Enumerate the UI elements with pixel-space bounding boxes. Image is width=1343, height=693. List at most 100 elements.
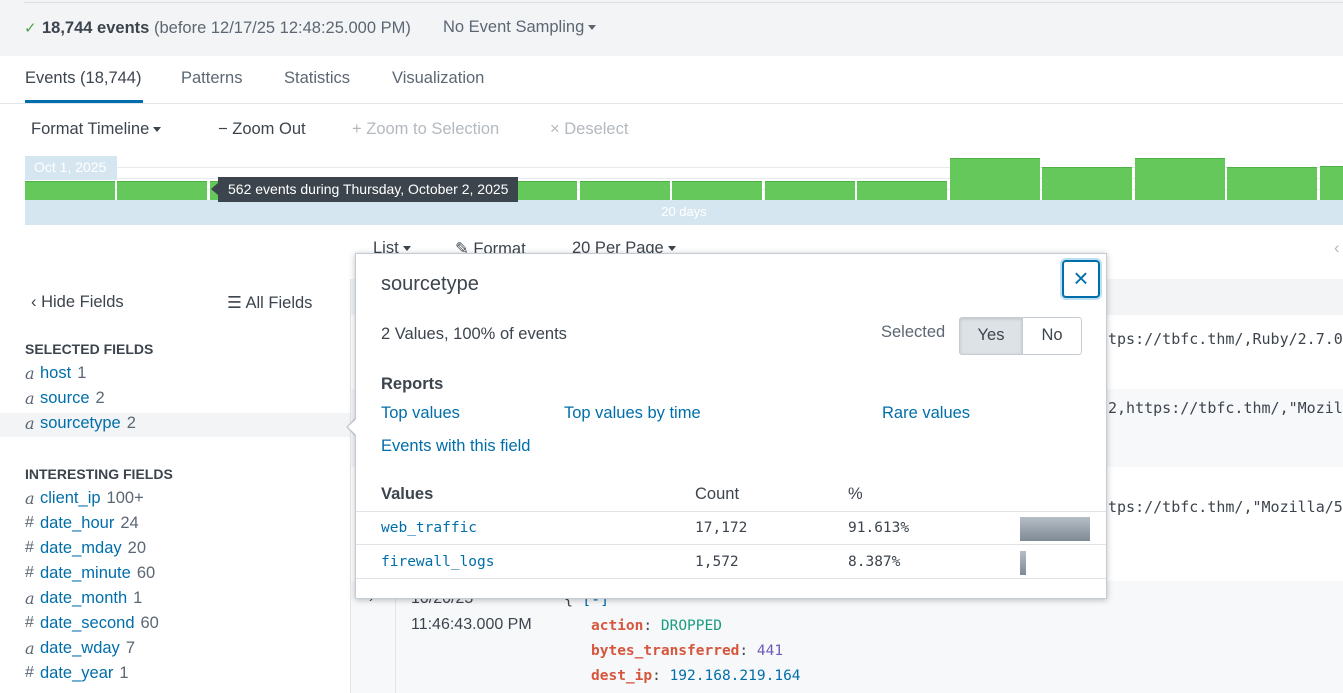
table-header-divider — [356, 511, 1106, 512]
json-value[interactable]: DROPPED — [660, 618, 722, 634]
timeline-bar[interactable] — [950, 158, 1040, 200]
field-item-date-year[interactable]: # date_year 1 — [0, 663, 350, 687]
event-time: 11:46:43.000 PM — [411, 616, 532, 633]
field-item-date-month[interactable]: a date_month 1 — [0, 588, 350, 612]
event-raw-text: tps://tbfc.thm/,"Mozilla/5. — [1108, 498, 1343, 516]
interesting-fields-title: INTERESTING FIELDS — [25, 466, 173, 482]
field-item-date-hour[interactable]: # date_hour 24 — [0, 513, 350, 537]
field-distinct-count: 60 — [136, 564, 156, 582]
events-with-field-link[interactable]: Events with this field — [381, 437, 531, 455]
format-timeline-label: Format Timeline — [31, 120, 150, 138]
field-name: source 2 — [40, 389, 105, 408]
string-type-icon: a — [25, 389, 35, 408]
value-row[interactable]: web_traffic 17,172 91.613% — [356, 512, 1106, 545]
field-name-text: date_wday — [40, 639, 120, 657]
chevron-down-icon — [153, 127, 162, 133]
json-value[interactable]: 441 — [756, 643, 784, 659]
value-count: 17,172 — [695, 520, 748, 536]
field-item-date-mday[interactable]: # date_mday 20 — [0, 538, 350, 562]
search-bar-edge — [24, 0, 1343, 3]
value-count: 1,572 — [695, 554, 739, 570]
timeline-gridline — [25, 178, 1343, 179]
tab-events[interactable]: Events (18,744) — [25, 69, 142, 87]
chevron-down-icon — [667, 246, 676, 252]
zoom-to-selection-button[interactable]: + Zoom to Selection — [352, 120, 499, 139]
field-name-text: source — [40, 389, 90, 407]
popup-title: sourcetype — [381, 273, 479, 295]
timeline-bar[interactable] — [1042, 167, 1132, 200]
list-view-label: List — [373, 239, 399, 257]
json-field: action: DROPPED — [591, 618, 722, 634]
event-sampling-dropdown[interactable]: No Event Sampling — [443, 18, 597, 37]
value-row[interactable]: firewall_logs 1,572 8.387% — [356, 546, 1106, 579]
per-page-dropdown[interactable]: 20 Per Page — [572, 239, 676, 258]
field-item-date-second[interactable]: # date_second 60 — [0, 613, 350, 637]
field-item-source[interactable]: a source 2 — [0, 388, 350, 412]
timeline-bar[interactable] — [1135, 158, 1225, 200]
value-link[interactable]: firewall_logs — [381, 554, 495, 570]
chevron-left-icon: ‹ — [31, 293, 37, 311]
field-distinct-count: 1 — [77, 364, 87, 382]
event-count: 18,744 events — [42, 19, 150, 37]
selected-yes-button[interactable]: Yes — [959, 317, 1023, 355]
minus-icon: − — [218, 120, 228, 138]
field-name: date_mday 20 — [40, 539, 146, 558]
timeline-bar[interactable] — [1320, 166, 1343, 200]
field-item-date-minute[interactable]: # date_minute 60 — [0, 563, 350, 587]
x-icon: × — [550, 120, 560, 138]
popup-pointer-fill — [348, 419, 356, 435]
top-values-by-time-link[interactable]: Top values by time — [564, 404, 701, 422]
zoom-to-selection-label: Zoom to Selection — [366, 120, 500, 138]
string-type-icon: a — [25, 364, 35, 383]
all-fields-button[interactable]: ☰ All Fields — [227, 293, 312, 313]
timeline-date-label: Oct 1, 2025 — [25, 156, 117, 180]
timeline-bar[interactable] — [25, 181, 115, 200]
tab-statistics[interactable]: Statistics — [284, 69, 351, 87]
hide-fields-button[interactable]: ‹ Hide Fields — [31, 293, 124, 312]
field-name: date_year 1 — [40, 664, 129, 683]
field-distinct-count: 100+ — [106, 489, 144, 507]
field-distinct-count: 2 — [126, 414, 136, 432]
rare-values-link[interactable]: Rare values — [882, 404, 971, 422]
field-name: date_wday 7 — [40, 639, 135, 658]
top-values-link[interactable]: Top values — [381, 404, 460, 422]
deselect-button[interactable]: × Deselect — [550, 120, 628, 139]
value-percent: 91.613% — [848, 520, 910, 536]
field-item-sourcetype[interactable]: a sourcetype 2 — [0, 413, 350, 437]
field-distinct-count: 60 — [140, 614, 159, 632]
field-item-host[interactable]: a host 1 — [0, 363, 350, 387]
json-key: bytes_transferred — [591, 643, 740, 659]
zoom-out-label: Zoom Out — [232, 120, 306, 138]
numeric-type-icon: # — [25, 664, 34, 681]
timeline-bar[interactable] — [857, 181, 947, 200]
timeline-bar[interactable] — [1227, 167, 1317, 200]
timeline-bar[interactable] — [117, 181, 207, 200]
timeline-bar[interactable] — [765, 181, 855, 200]
tab-patterns[interactable]: Patterns — [181, 69, 243, 87]
field-name-text: client_ip — [40, 489, 101, 507]
json-field: dest_ip: 192.168.219.164 — [591, 668, 801, 684]
field-name: date_month 1 — [40, 589, 142, 608]
format-timeline-dropdown[interactable]: Format Timeline — [31, 120, 162, 139]
search-time-range: (before 12/17/25 12:48:25.000 PM) — [154, 19, 411, 37]
value-link[interactable]: web_traffic — [381, 520, 478, 536]
field-name: sourcetype 2 — [40, 414, 136, 433]
field-item-date-wday[interactable]: a date_wday 7 — [0, 638, 350, 662]
field-name-text: date_minute — [40, 564, 131, 582]
json-value[interactable]: 192.168.219.164 — [669, 668, 801, 684]
field-distinct-count: 1 — [133, 589, 143, 607]
zoom-out-button[interactable]: − Zoom Out — [218, 120, 306, 139]
pagination-prev-icon[interactable]: ‹ — [1334, 239, 1340, 257]
list-view-dropdown[interactable]: List — [373, 239, 411, 258]
close-icon[interactable]: × — [1062, 260, 1100, 298]
numeric-type-icon: # — [25, 514, 34, 531]
numeric-type-icon: # — [25, 539, 34, 556]
reports-title: Reports — [381, 375, 444, 393]
timeline-bar[interactable] — [580, 181, 670, 200]
selected-no-button[interactable]: No — [1022, 317, 1082, 355]
field-item-client-ip[interactable]: a client_ip 100+ — [0, 488, 350, 512]
tab-visualization[interactable]: Visualization — [392, 69, 485, 87]
field-name: date_second 60 — [40, 614, 159, 633]
timeline-bar[interactable] — [672, 181, 762, 200]
field-name-text: host — [40, 364, 72, 382]
